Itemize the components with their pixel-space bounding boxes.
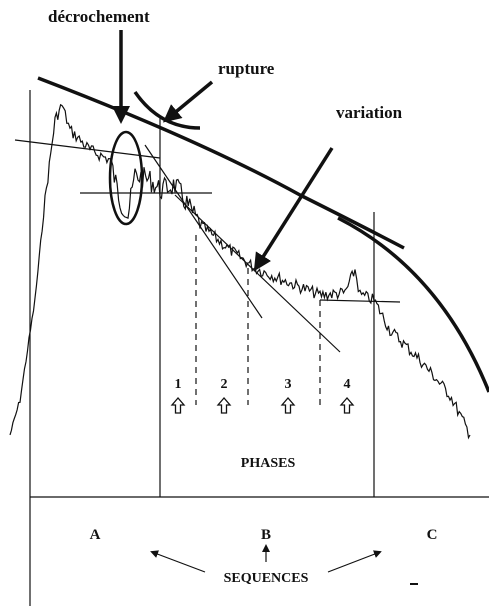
- arrow: [327, 550, 382, 573]
- sequence-letter: A: [90, 527, 101, 543]
- trend-line: [319, 299, 401, 303]
- phase-number: 4: [344, 377, 351, 392]
- ellipse: [108, 130, 144, 226]
- trend-line: [144, 144, 263, 319]
- phases-title: PHASES: [241, 456, 296, 471]
- phase-arrows: [170, 397, 355, 414]
- label: décrochement: [48, 7, 150, 26]
- label: variation: [336, 103, 403, 122]
- arrow: [162, 80, 214, 123]
- sequence-letter: B: [261, 527, 271, 543]
- sequences-title: SEQUENCES: [224, 571, 309, 586]
- phase-number: 3: [285, 377, 292, 392]
- sequence-letter: C: [427, 527, 438, 543]
- phase-number: 2: [221, 377, 228, 392]
- phase-number: 1: [175, 377, 182, 392]
- label: rupture: [218, 59, 275, 78]
- envelope-curve: [337, 216, 489, 393]
- trend-line: [14, 139, 161, 159]
- arrow: [253, 147, 334, 272]
- signal: [9, 103, 471, 440]
- trend-line: [174, 194, 341, 353]
- arrow: [150, 550, 206, 573]
